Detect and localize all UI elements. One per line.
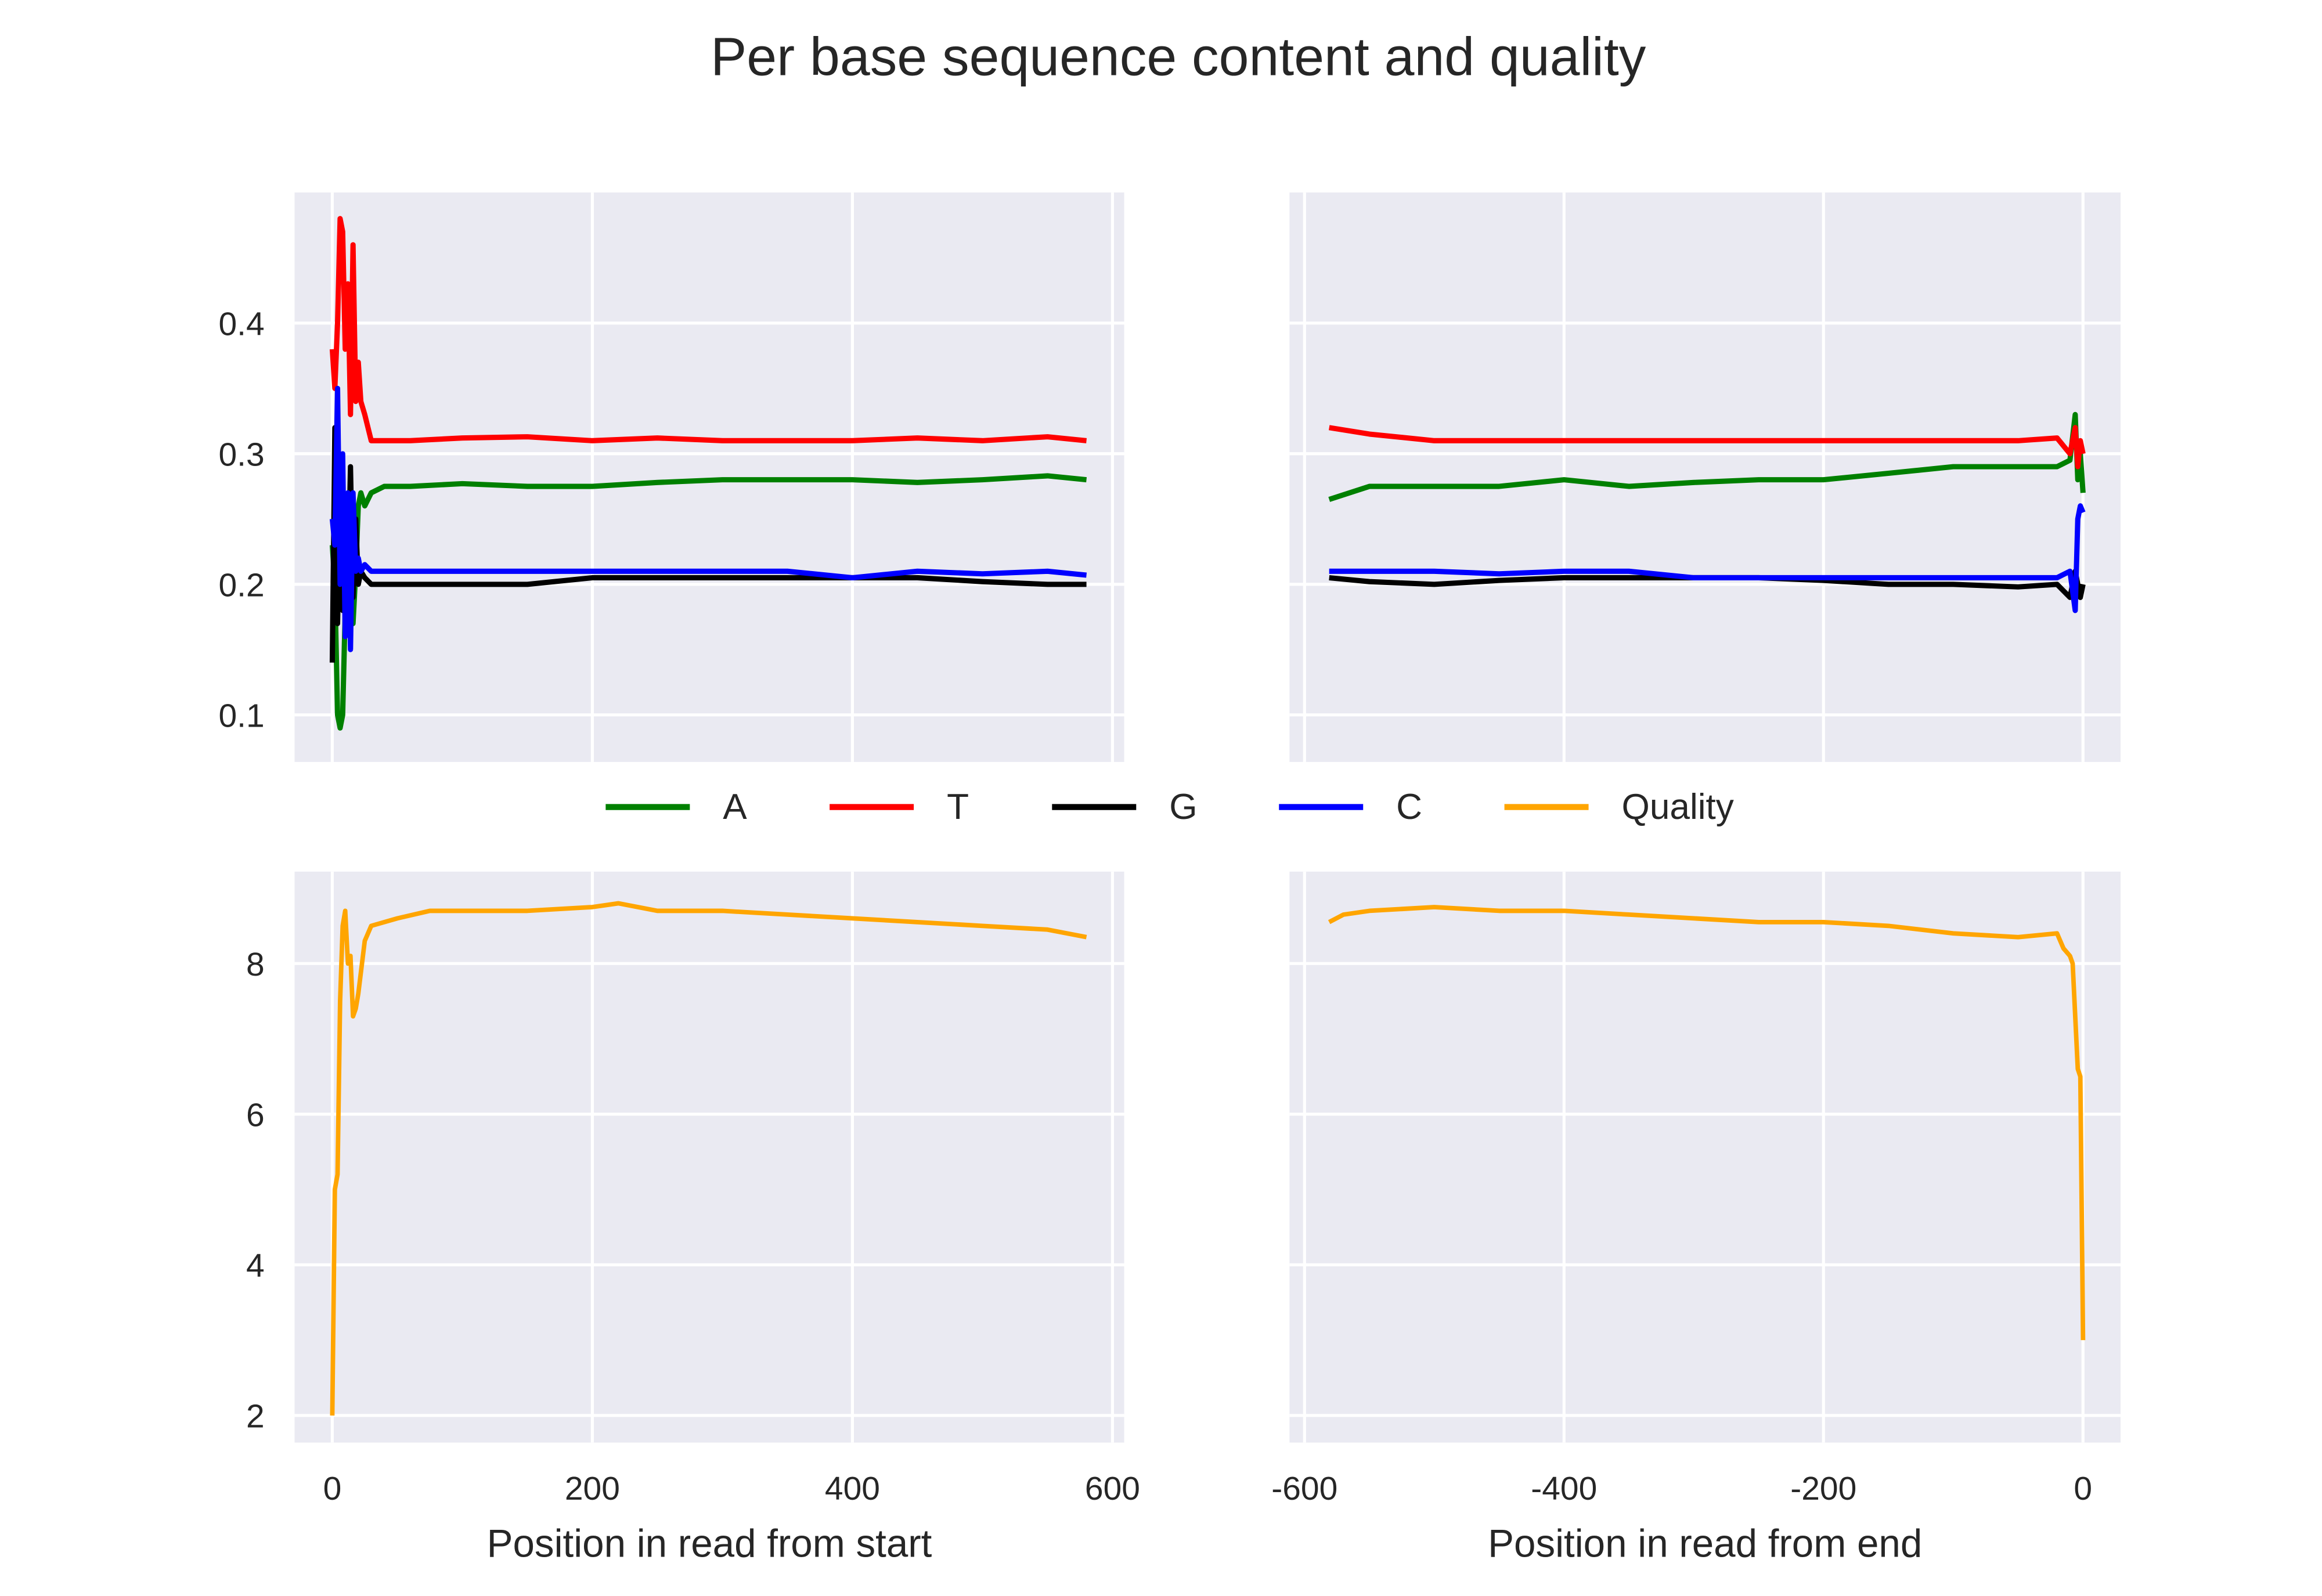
panel-top-right [1289,192,2121,762]
x-tick-label: -600 [1271,1470,1337,1507]
panels: 0.1 0.2 0.3 0.4 0 200 400 600 2 4 6 8 Position in re… [219,192,2121,1565]
x-tick-label: 0 [323,1470,342,1507]
x-tick-label: -200 [1790,1470,1856,1507]
series-line-quality [1328,905,2086,1341]
x-tick-label: 200 [565,1470,620,1507]
x-tick-label: 400 [825,1470,880,1507]
series-line-a [329,473,1087,731]
legend-item-t: T [830,787,969,827]
panel-top-left: 0.1 0.2 0.3 0.4 [219,192,1124,762]
series-line-quality [330,901,1087,1416]
y-tick-label: 2 [246,1398,265,1435]
y-tick-label: 0.3 [219,436,265,473]
legend-label: Quality [1622,787,1734,827]
plot-area [294,871,1124,1443]
x-tick-label: -400 [1531,1470,1597,1507]
legend: A T G C Quality [605,787,1734,827]
plot-area [1289,871,2121,1443]
panel-bottom-right: -600 -400 -200 0 Position in read from end [1271,871,2121,1565]
x-axis-label: Position in read from start [487,1522,932,1565]
x-axis-label: Position in read from end [1488,1522,1922,1565]
y-tick-label: 0.4 [219,305,265,342]
legend-item-quality: Quality [1504,787,1734,827]
y-tick-label: 6 [246,1097,265,1134]
series-line-t [1328,425,2086,470]
series-line-t [329,216,1087,443]
legend-item-c: C [1279,787,1422,827]
x-tick-label: 600 [1085,1470,1140,1507]
chart-title: Per base sequence content and quality [711,27,1646,87]
legend-label: A [723,787,747,827]
legend-item-g: G [1052,787,1198,827]
panel-bottom-left: 0 200 400 600 2 4 6 8 Position in read from star… [246,871,1140,1565]
x-tick-label: 0 [2074,1470,2092,1507]
series-line-c [1329,503,2086,613]
legend-label: T [947,787,969,827]
series-line-c [329,385,1087,652]
legend-item-a: A [605,787,747,827]
y-tick-label: 4 [246,1247,265,1284]
legend-label: C [1396,787,1422,827]
legend-label: G [1169,787,1197,827]
plot-area [1289,192,2121,762]
y-tick-label: 8 [246,946,265,983]
y-tick-label: 0.2 [219,567,265,604]
y-tick-label: 0.1 [219,698,265,735]
